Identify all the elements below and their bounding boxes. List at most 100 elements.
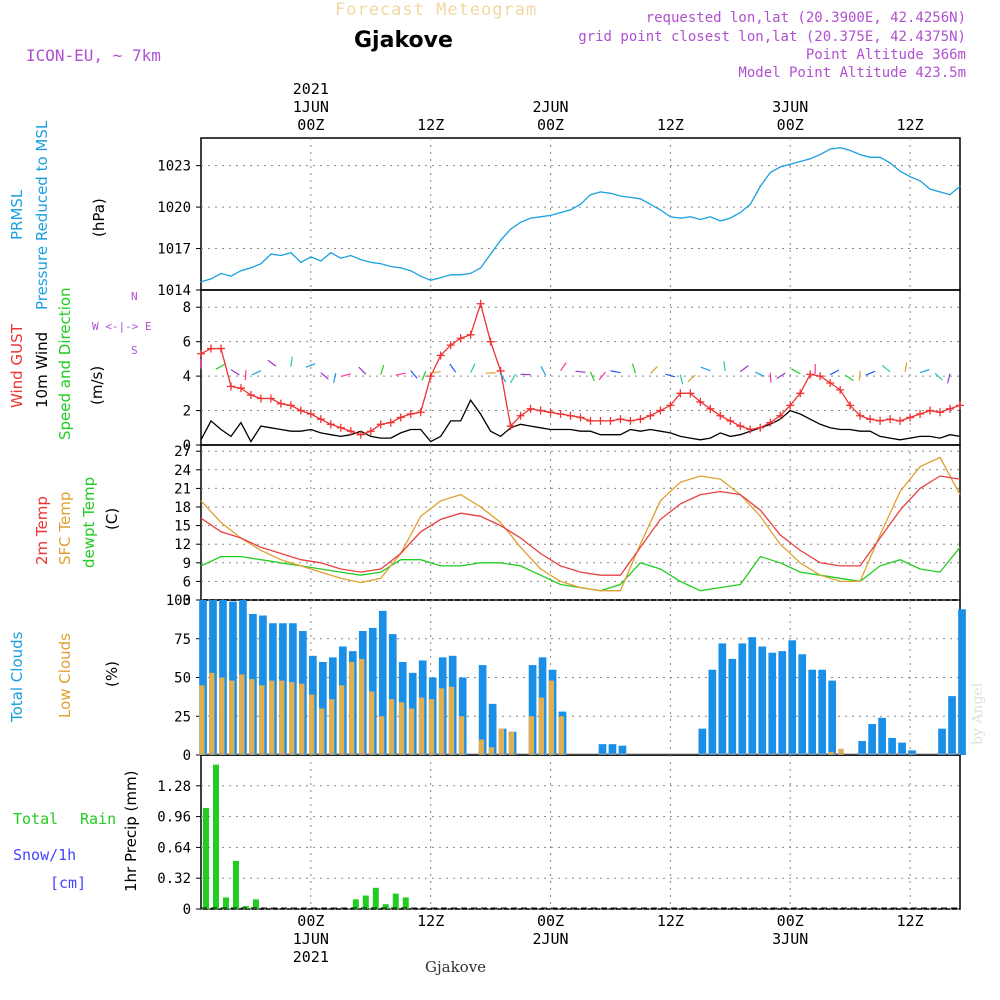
low-clouds-bar <box>219 677 225 755</box>
total-clouds-bar <box>618 745 627 755</box>
wind-gust-marker <box>476 299 485 308</box>
total-clouds-bar <box>908 750 916 755</box>
total-clouds-bar <box>378 610 387 755</box>
low-clouds-bar <box>548 680 555 755</box>
wind-gust-marker <box>396 413 405 422</box>
wind-gust-marker <box>426 372 435 381</box>
x-tick-label-bottom: 00Z <box>777 912 804 930</box>
wind-gust-marker <box>516 411 525 420</box>
wind-direction-arrow <box>844 374 854 382</box>
pressure-point <box>330 252 332 254</box>
low-clouds-bar <box>328 699 335 755</box>
low-clouds-bar <box>498 728 505 755</box>
pressure-point <box>909 176 911 178</box>
pressure-point <box>529 217 532 219</box>
wind-gust-marker <box>846 401 855 410</box>
point-altitude: Point Altitude 366m <box>805 47 966 63</box>
total-clouds-bar <box>808 669 817 755</box>
wind-gust-marker <box>936 408 945 417</box>
low-clouds-bar <box>558 716 565 755</box>
rain-bar <box>203 807 209 909</box>
y-tick-label: 27 <box>174 444 191 460</box>
x-tick-label-bottom: 00Z <box>297 912 324 930</box>
x-tick-label-top: 2021 <box>293 80 329 98</box>
wind-direction-arrow <box>575 370 586 373</box>
low-clouds-bar <box>408 708 415 755</box>
low-clouds-bar <box>508 731 515 755</box>
wind-direction-arrow <box>679 374 684 385</box>
wind-gust-marker <box>756 423 765 432</box>
wind-direction-arrow <box>215 363 225 370</box>
y-tick-label: 12 <box>174 537 191 553</box>
panel-frame-pressure <box>200 137 961 291</box>
wind-direction-arrow <box>341 373 351 377</box>
footer-location: Gjakove <box>425 958 487 976</box>
y-tick-label: 0 <box>183 438 191 454</box>
wind-gust-marker <box>866 415 875 424</box>
wind-direction-arrow <box>333 373 337 384</box>
pressure-point <box>440 276 442 279</box>
low-clouds-bar <box>488 747 495 755</box>
low-clouds-bar <box>418 697 425 755</box>
low-clouds-bar <box>269 680 275 755</box>
y-tick-label: 1.28 <box>157 779 191 795</box>
wind-gust-marker <box>556 410 565 418</box>
wind-direction-arrow <box>858 370 861 381</box>
low-clouds-bar <box>249 679 255 755</box>
low-clouds-bar <box>209 672 215 755</box>
pressure-point <box>230 275 232 277</box>
total-clouds-bar <box>798 654 807 755</box>
wind-direction-arrow <box>947 373 951 384</box>
total-clouds-bar <box>938 728 946 755</box>
wind-direction-arrow <box>739 365 749 373</box>
pressure-point <box>729 217 731 219</box>
x-tick-label-bottom: 00Z <box>537 912 564 930</box>
low-clouds-bar <box>348 662 355 755</box>
pressure-point <box>420 275 422 277</box>
low-clouds-bar <box>528 716 535 755</box>
wind-gust-marker <box>886 415 895 424</box>
pressure-point <box>300 261 302 263</box>
x-tick-label-top: 00Z <box>537 116 564 134</box>
x-tick-label-top: 1JUN <box>293 98 329 116</box>
total-clouds-bar <box>718 643 727 755</box>
pressure-point <box>500 239 502 241</box>
y-tick-label: 0.64 <box>157 840 191 856</box>
x-tick-label-top: 2JUN <box>532 98 568 116</box>
pressure-point <box>889 162 891 164</box>
x-tick-label-bottom: 12Z <box>417 912 444 930</box>
wind-direction-arrow <box>430 371 441 374</box>
wind-gust-marker <box>456 334 465 343</box>
low-clouds-bar <box>318 708 325 755</box>
pressure-point <box>739 212 741 214</box>
wind-gust-marker <box>616 415 625 424</box>
closest-coords: grid point closest lon,lat (20.375E, 42.… <box>578 29 966 45</box>
wind-gust-marker <box>526 404 535 413</box>
total-clouds-bar <box>858 741 866 755</box>
total-clouds-bar <box>888 737 896 755</box>
compass-we: W <-|-> E <box>92 320 152 333</box>
wind-gust-marker <box>766 418 775 427</box>
total-clouds-bar <box>388 634 397 755</box>
wind-gust-marker <box>276 399 285 408</box>
pressure-point <box>929 188 931 190</box>
low-clouds-bar <box>259 685 265 755</box>
pressure-point <box>769 171 771 174</box>
wind-direction-arrow <box>829 369 840 376</box>
low-clouds-bar <box>368 691 375 755</box>
y-tick-label: 1014 <box>157 283 191 299</box>
wind-direction-arrow <box>509 373 517 384</box>
rain-bar <box>222 897 229 909</box>
pressure-point <box>210 278 212 280</box>
wind-direction-arrow <box>290 356 293 367</box>
temp-2m-line <box>200 475 961 576</box>
wind-gust-marker <box>206 344 215 353</box>
x-tick-label-bottom: 12Z <box>897 912 924 930</box>
pressure-point <box>360 259 362 261</box>
wind-gust-marker <box>796 389 805 398</box>
wind-gust-marker <box>436 351 445 360</box>
pressure-point <box>629 196 632 199</box>
rain-bar <box>232 860 239 909</box>
wind-gust-marker <box>736 422 745 431</box>
y-tick-label: 0 <box>183 748 191 764</box>
